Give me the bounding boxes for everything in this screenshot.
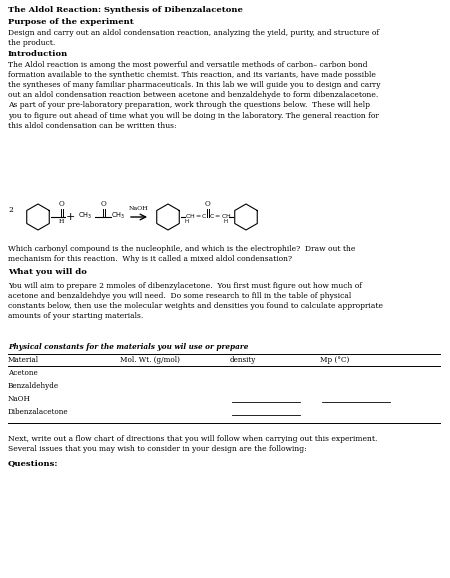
Text: Mol. Wt. (g/mol): Mol. Wt. (g/mol)	[120, 356, 180, 364]
Text: Material: Material	[8, 356, 39, 364]
Text: What you will do: What you will do	[8, 268, 87, 276]
Text: Acetone: Acetone	[8, 369, 38, 377]
Text: 2: 2	[8, 206, 13, 214]
Text: Next, write out a flow chart of directions that you will follow when carrying ou: Next, write out a flow chart of directio…	[8, 435, 378, 453]
Text: Benzaldehyde: Benzaldehyde	[8, 382, 59, 390]
Text: Mp (°C): Mp (°C)	[320, 356, 349, 364]
Text: O: O	[205, 200, 211, 208]
Text: density: density	[230, 356, 256, 364]
Text: Physical constants for the materials you wil use or prepare: Physical constants for the materials you…	[8, 343, 248, 351]
Text: Questions:: Questions:	[8, 459, 58, 467]
Text: O: O	[58, 200, 64, 208]
Text: H: H	[224, 219, 228, 224]
Text: You will aim to prepare 2 mmoles of dibenzylacetone.  You first must figure out : You will aim to prepare 2 mmoles of dibe…	[8, 282, 383, 320]
Text: $\mathsf{CH_3}$: $\mathsf{CH_3}$	[78, 211, 92, 221]
Text: $\mathsf{CH_3}$: $\mathsf{CH_3}$	[111, 211, 125, 221]
Text: The Aldol reaction is among the most powerful and versatile methods of carbon– c: The Aldol reaction is among the most pow…	[8, 61, 381, 129]
Text: Dibenzalacetone: Dibenzalacetone	[8, 408, 68, 416]
Text: mechanism for this reaction.  Why is it called a mixed aldol condensation?: mechanism for this reaction. Why is it c…	[8, 255, 292, 263]
Text: Which carbonyl compound is the nucleophile, and which is the electrophile?  Draw: Which carbonyl compound is the nucleophi…	[8, 245, 356, 253]
Text: Introduction: Introduction	[8, 50, 68, 58]
Text: Design and carry out an aldol condensation reaction, analyzing the yield, purity: Design and carry out an aldol condensati…	[8, 29, 379, 47]
Text: The Aldol Reaction: Synthesis of Dibenzalacetone: The Aldol Reaction: Synthesis of Dibenza…	[8, 6, 243, 14]
Text: +: +	[65, 212, 75, 222]
Text: NaOH: NaOH	[129, 206, 149, 211]
Text: NaOH: NaOH	[8, 395, 31, 403]
Text: Purpose of the experiment: Purpose of the experiment	[8, 18, 134, 26]
Text: $\mathsf{C{=}CH}$: $\mathsf{C{=}CH}$	[209, 212, 231, 220]
Text: H: H	[185, 219, 189, 224]
Text: H: H	[59, 219, 64, 224]
Text: $\mathsf{CH{=}C}$: $\mathsf{CH{=}C}$	[185, 212, 208, 220]
Text: O: O	[101, 200, 106, 208]
